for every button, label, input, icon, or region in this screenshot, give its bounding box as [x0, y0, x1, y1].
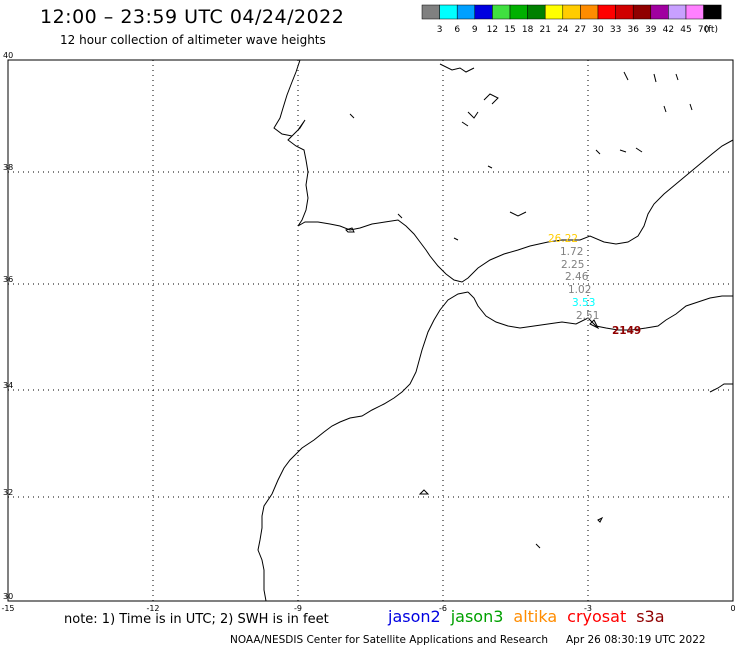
- legend-label: 33: [610, 25, 621, 35]
- legend-label: 15: [504, 25, 515, 35]
- satellite-altika: altika: [513, 607, 558, 626]
- legend-label: 18: [522, 25, 534, 35]
- wave-height-label: 1.72: [560, 246, 583, 258]
- lon-label: -12: [146, 604, 159, 613]
- legend-swatch: [703, 4, 722, 20]
- lat-lon-grid: [8, 60, 733, 601]
- color-legend: 3 6 9 12 15 18 21 24 27 30 33 36 39 42 45 70(ft): [421, 4, 722, 35]
- legend-label: 30: [592, 25, 604, 35]
- lon-label: -15: [1, 604, 14, 613]
- lat-label: 32: [3, 488, 13, 497]
- map-subtitle: 12 hour collection of altimeter wave hei…: [60, 33, 326, 47]
- legend-label: 39: [645, 25, 657, 35]
- legend-label: 6: [454, 25, 460, 35]
- timestamp-text: Apr 26 08:30:19 UTC 2022: [566, 634, 706, 646]
- legend-label: 42: [663, 25, 674, 35]
- lat-label: 34: [3, 381, 13, 390]
- legend-label: 9: [472, 25, 478, 35]
- axis-labels: 40 38 36 34 32 30 -15 -12 -9 -6 -3 0: [1, 51, 735, 613]
- legend-label: 12: [487, 25, 498, 35]
- wave-height-label: 2.51: [576, 310, 599, 322]
- lon-label: -9: [294, 604, 302, 613]
- footer: NOAA/NESDIS Center for Satellite Applica…: [230, 634, 706, 646]
- lat-label: 38: [3, 163, 13, 172]
- satellite-s3a: s3a: [636, 607, 665, 626]
- map-frame: [7, 59, 734, 602]
- legend-label: 27: [575, 25, 586, 35]
- lat-label: 40: [3, 51, 13, 60]
- legend-label: 36: [627, 25, 639, 35]
- legend-label: 24: [557, 25, 569, 35]
- map-title: 12:00 – 23:59 UTC 04/24/2022: [40, 6, 345, 28]
- legend-label: 70: [698, 25, 710, 35]
- wave-height-label: 3.53: [572, 297, 595, 309]
- credit-text: NOAA/NESDIS Center for Satellite Applica…: [230, 634, 548, 646]
- lon-label: -3: [584, 604, 592, 613]
- wave-height-label: 2.25: [561, 259, 584, 271]
- wave-height-label: 1.02: [568, 284, 591, 296]
- wave-height-label: 2.46: [565, 271, 589, 283]
- lat-label: 36: [3, 275, 13, 284]
- lat-label: 30: [3, 592, 13, 601]
- lon-label: 0: [730, 604, 735, 613]
- note-text: note: 1) Time is in UTC; 2) SWH is in fe…: [64, 612, 329, 627]
- legend-unit: (ft): [704, 25, 718, 35]
- legend-label: 21: [539, 25, 550, 35]
- legend-label: 45: [680, 25, 691, 35]
- coastline: [257, 59, 734, 602]
- wave-height-label: 26.22: [548, 233, 578, 245]
- altimeter-observations: 26.221.722.252.461.023.532.51 2149: [548, 233, 641, 337]
- satellite-legend: jason2 jason3 altika cryosat s3a: [388, 607, 675, 626]
- satellite-jason2: jason2: [388, 607, 441, 626]
- satellite-cryosat: cryosat: [567, 607, 627, 626]
- satellite-jason3: jason3: [450, 607, 504, 626]
- wave-height-label: 2149: [612, 325, 641, 337]
- legend-label: 3: [437, 25, 443, 35]
- lon-label: -6: [439, 604, 447, 613]
